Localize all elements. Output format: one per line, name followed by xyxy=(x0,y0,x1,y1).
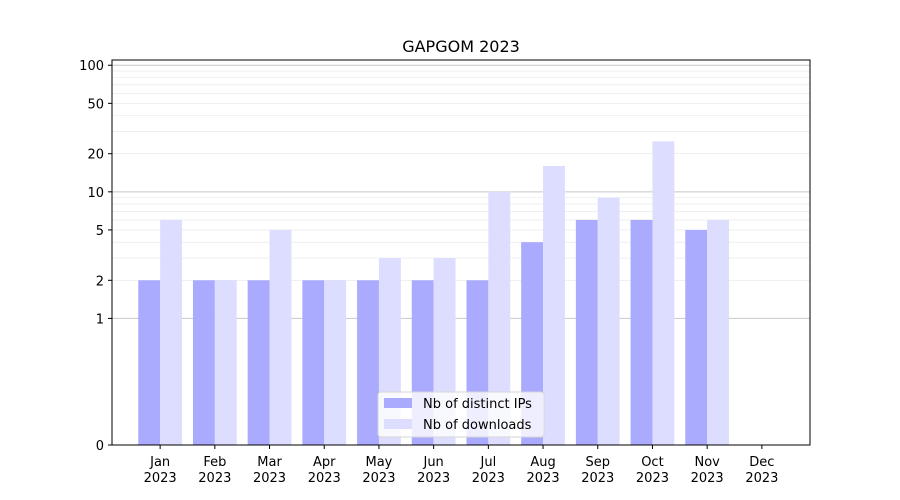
x-tick-label-year: 2023 xyxy=(308,471,341,486)
bar-downloads xyxy=(543,165,565,446)
x-tick-label-year: 2023 xyxy=(253,471,286,486)
bar-distinct-ips xyxy=(630,219,653,445)
y-tick-label: 1 xyxy=(96,312,104,327)
bar-distinct-ips xyxy=(247,280,270,445)
bar-downloads xyxy=(707,219,730,445)
x-tick-label-month: Nov xyxy=(694,455,720,470)
legend-swatch xyxy=(384,419,412,429)
legend-box xyxy=(377,391,545,438)
legend-swatch xyxy=(384,398,412,408)
x-tick-label-year: 2023 xyxy=(527,471,560,486)
bar-distinct-ips xyxy=(302,280,325,445)
x-tick-label-month: Aug xyxy=(530,455,555,470)
plot-frame xyxy=(111,59,811,446)
legend: Nb of distinct IPs Nb of downloads xyxy=(377,391,545,438)
bar-downloads xyxy=(269,229,292,445)
x-tick-label-month: Jul xyxy=(480,455,497,470)
bar-downloads xyxy=(488,191,511,445)
y-tick-label: 5 xyxy=(96,224,104,239)
x-tick-label-year: 2023 xyxy=(745,471,778,486)
bar-downloads xyxy=(324,280,347,445)
x-tick-label-month: Oct xyxy=(641,455,663,470)
x-tick-label-year: 2023 xyxy=(417,471,450,486)
bar-distinct-ips xyxy=(138,280,161,445)
x-tick-label-month: Dec xyxy=(749,455,774,470)
y-tick-label: 2 xyxy=(96,274,104,289)
grid-lines xyxy=(112,64,810,319)
y-tick-label: 10 xyxy=(87,186,104,201)
x-tick-label-year: 2023 xyxy=(472,471,505,486)
bar-distinct-ips xyxy=(357,280,379,445)
bar-downloads xyxy=(597,197,620,445)
x-tick-label-year: 2023 xyxy=(581,471,614,486)
x-tick-label-month: May xyxy=(366,455,393,470)
bar-distinct-ips xyxy=(575,219,598,445)
y-tick-label: 0 xyxy=(96,439,104,454)
bar-downloads xyxy=(160,219,183,445)
x-tick-label-year: 2023 xyxy=(362,471,395,486)
x-tick-label-year: 2023 xyxy=(636,471,669,486)
x-tick-label-year: 2023 xyxy=(198,471,231,486)
x-axis: Jan2023Feb2023Mar2023Apr2023May2023Jun20… xyxy=(144,445,778,486)
y-axis: 0 1 2 5 10 20 50 100 xyxy=(79,59,112,454)
bar-downloads xyxy=(652,141,675,445)
y-tick-label: 20 xyxy=(87,148,104,163)
bar-distinct-ips xyxy=(192,280,215,445)
x-tick-label-month: Apr xyxy=(313,455,336,470)
chart-title: GAPGOM 2023 xyxy=(402,37,520,56)
x-tick-label-month: Mar xyxy=(257,455,282,470)
legend-label: Nb of distinct IPs xyxy=(423,397,532,412)
x-tick-label-month: Sep xyxy=(585,455,610,470)
x-tick-label-month: Feb xyxy=(203,455,226,470)
bar-downloads xyxy=(214,280,237,445)
x-tick-label-year: 2023 xyxy=(691,471,724,486)
y-tick-label: 100 xyxy=(79,59,104,74)
x-tick-label-month: Jun xyxy=(422,455,443,470)
x-tick-label-month: Jan xyxy=(149,455,170,470)
x-tick-label-year: 2023 xyxy=(144,471,177,486)
bar-distinct-ips xyxy=(685,229,708,445)
y-tick-label: 50 xyxy=(87,97,104,112)
legend-label: Nb of downloads xyxy=(423,418,532,433)
